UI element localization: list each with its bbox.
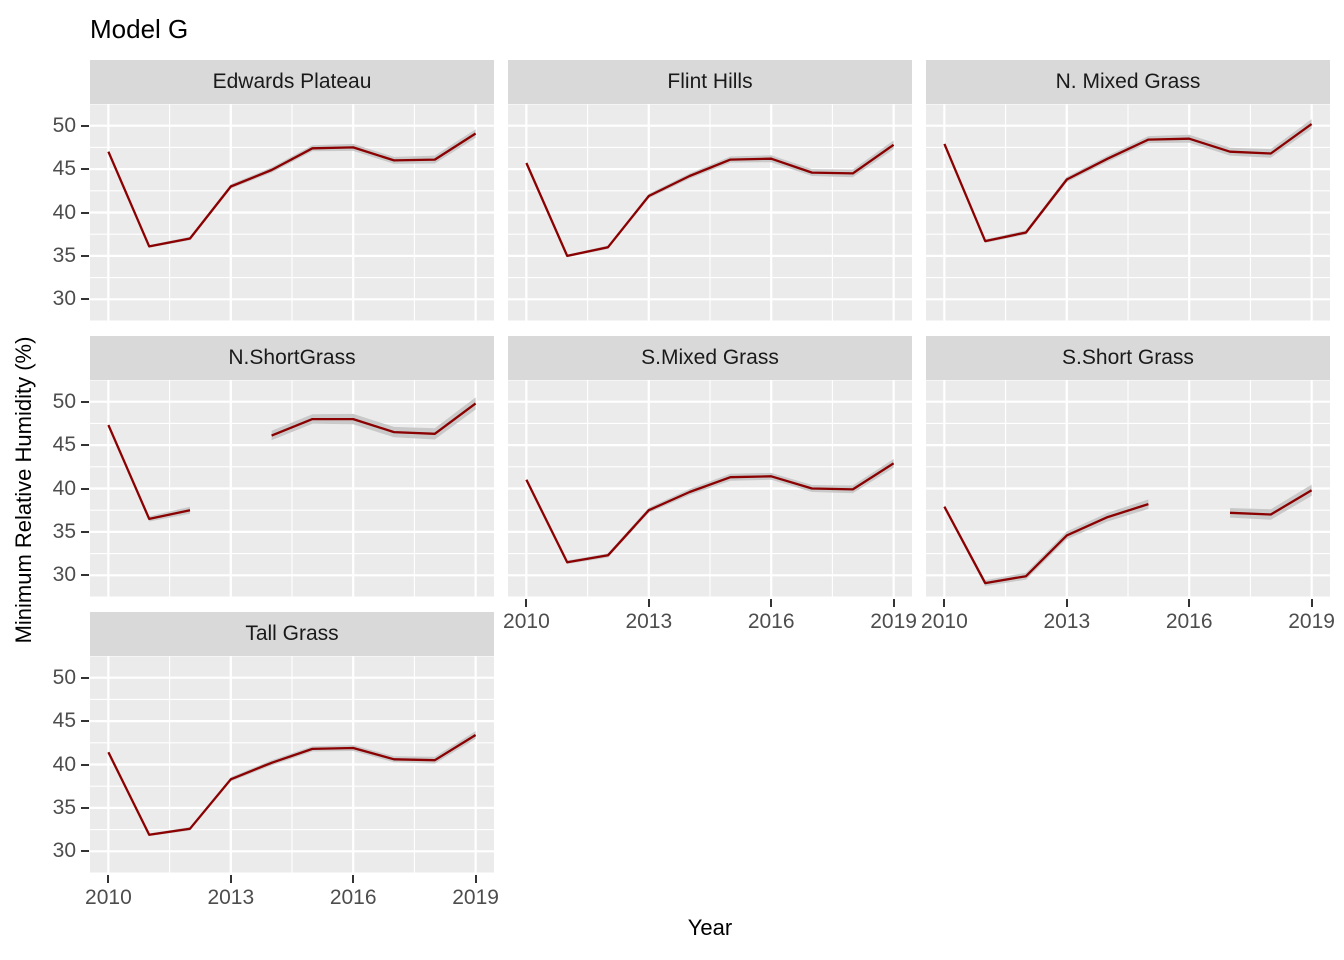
facet-title: S.Short Grass <box>1062 346 1194 369</box>
x-tick-mark <box>474 875 477 883</box>
x-tick-label: 2010 <box>921 610 968 633</box>
trend-line <box>1229 489 1313 516</box>
x-tick-mark <box>1310 599 1313 607</box>
y-tick-mark <box>81 400 89 403</box>
y-tick-label: 40 <box>52 476 76 500</box>
x-tick-mark <box>943 599 946 607</box>
facet-panel-s-mixed-grass <box>508 380 912 597</box>
confidence-ribbon <box>944 119 1312 243</box>
facet-strip-s-mixed-grass: S.Mixed Grass <box>508 336 912 380</box>
y-tick-mark <box>81 676 89 679</box>
facet-strip-edwards-plateau: Edwards Plateau <box>90 60 494 104</box>
facet-title: N.ShortGrass <box>228 346 356 369</box>
facet-title: Tall Grass <box>245 622 339 645</box>
x-tick-mark <box>770 599 773 607</box>
facet-panel-edwards-plateau <box>90 104 494 321</box>
y-tick-label: 40 <box>52 200 76 224</box>
y-tick-mark <box>81 254 89 257</box>
facet-panel-n-shortgrass <box>90 380 494 597</box>
x-tick-label: 2013 <box>1043 610 1091 633</box>
x-axis-title: Year <box>687 915 733 940</box>
x-tick-label: 2010 <box>85 886 132 909</box>
trend-line <box>943 503 1149 585</box>
x-tick-mark <box>1065 599 1068 607</box>
confidence-ribbon <box>271 397 476 441</box>
y-tick-label: 50 <box>52 389 76 413</box>
facet-strip-flint-hills: Flint Hills <box>508 60 912 104</box>
facet-panel-n-mixed-grass <box>926 104 1330 321</box>
facet-title: S.Mixed Grass <box>641 346 779 369</box>
chart-title: Model G <box>90 14 189 44</box>
y-tick-mark <box>81 763 89 766</box>
y-tick-mark <box>81 298 89 301</box>
y-tick-label: 45 <box>52 709 76 733</box>
y-axis-title: Minimum Relative Humidity (%) <box>11 336 36 644</box>
facet-strip-n-shortgrass: N.ShortGrass <box>90 336 494 380</box>
y-tick-mark <box>81 720 89 723</box>
trend-line <box>525 143 895 258</box>
x-tick-mark <box>229 875 232 883</box>
confidence-ribbon <box>1230 484 1312 520</box>
y-tick-label: 35 <box>52 519 76 543</box>
x-tick-label: 2019 <box>1288 610 1335 633</box>
facet-panel-s-short-grass <box>926 380 1330 597</box>
trend-line <box>525 462 895 564</box>
y-tick-label: 45 <box>52 157 76 181</box>
y-tick-label: 30 <box>52 563 76 587</box>
y-tick-label: 30 <box>52 287 76 311</box>
x-tick-mark <box>525 599 528 607</box>
x-tick-label: 2016 <box>329 886 377 909</box>
x-tick-mark <box>1188 599 1191 607</box>
facet-title: Edwards Plateau <box>212 70 372 93</box>
y-tick-mark <box>81 211 89 214</box>
facet-strip-n-mixed-grass: N. Mixed Grass <box>926 60 1330 104</box>
y-tick-label: 50 <box>52 665 76 689</box>
y-tick-mark <box>81 530 89 533</box>
y-tick-label: 45 <box>52 433 76 457</box>
trend-line <box>107 734 477 836</box>
x-tick-mark <box>647 599 650 607</box>
trend-line <box>107 132 477 248</box>
y-tick-mark <box>81 806 89 809</box>
y-tick-label: 40 <box>52 752 76 776</box>
y-tick-label: 30 <box>52 839 76 863</box>
x-tick-label: 2010 <box>503 610 550 633</box>
confidence-ribbon <box>108 129 476 248</box>
x-tick-label: 2016 <box>1165 610 1213 633</box>
y-tick-label: 35 <box>52 795 76 819</box>
x-tick-mark <box>352 875 355 883</box>
facet-strip-tall-grass: Tall Grass <box>90 612 494 656</box>
x-tick-label: 2019 <box>452 886 499 909</box>
x-tick-label: 2013 <box>207 886 255 909</box>
y-tick-mark <box>81 574 89 577</box>
facet-title: Flint Hills <box>667 70 753 93</box>
trend-line <box>271 402 477 437</box>
y-tick-mark <box>81 124 89 127</box>
x-tick-mark <box>892 599 895 607</box>
trend-line <box>107 424 191 521</box>
x-tick-label: 2013 <box>625 610 673 633</box>
x-tick-label: 2016 <box>747 610 795 633</box>
y-tick-mark <box>81 444 89 447</box>
facet-panel-flint-hills <box>508 104 912 321</box>
facet-panel-tall-grass <box>90 656 494 873</box>
y-tick-mark <box>81 168 89 171</box>
facet-strip-s-short-grass: S.Short Grass <box>926 336 1330 380</box>
y-tick-label: 35 <box>52 243 76 267</box>
facet-title: N. Mixed Grass <box>1055 70 1201 93</box>
x-tick-label: 2019 <box>870 610 917 633</box>
y-tick-mark <box>81 487 89 490</box>
x-tick-mark <box>107 875 110 883</box>
y-tick-mark <box>81 850 89 853</box>
trend-line <box>943 123 1313 243</box>
y-tick-label: 50 <box>52 113 76 137</box>
